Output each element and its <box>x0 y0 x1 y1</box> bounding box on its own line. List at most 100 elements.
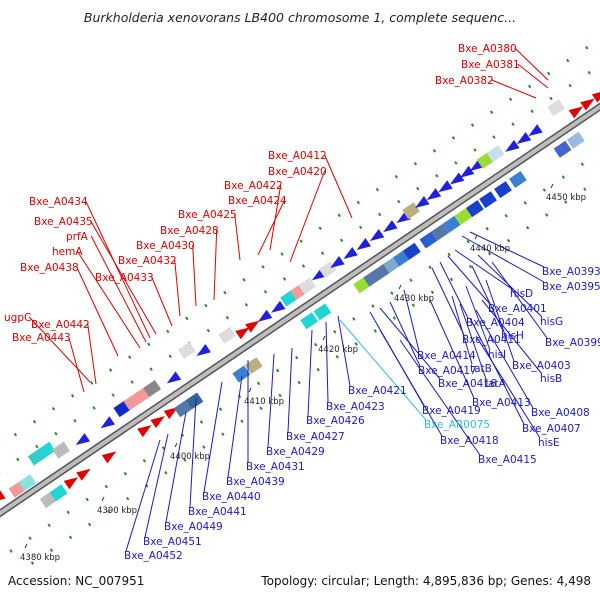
gene-block <box>442 215 461 233</box>
tick-mark <box>256 381 261 386</box>
tick-mark <box>358 225 363 230</box>
gene-label[interactable]: hisG <box>540 316 563 328</box>
gene-label[interactable]: Bxe_A0429 <box>266 446 325 458</box>
tick-mark <box>199 420 204 424</box>
gene-label[interactable]: Bxe_A0404 <box>466 317 525 329</box>
gene-label[interactable]: Bxe_A0451 <box>143 536 202 548</box>
gene-label[interactable]: Bxe_A0417 <box>418 365 477 377</box>
gene-arrow <box>459 165 475 178</box>
gene-label[interactable]: Bxe_A0441 <box>188 506 247 518</box>
gene-label[interactable]: Bxe_A0403 <box>512 360 571 372</box>
tick-mark <box>263 290 268 294</box>
gene-label[interactable]: Bxe_A0449 <box>164 521 223 533</box>
tick-mark <box>318 226 322 231</box>
gene-block <box>185 392 204 410</box>
gene-arrow <box>100 416 115 429</box>
kbp-tick <box>398 284 402 290</box>
gene-label[interactable]: hemA <box>52 246 83 258</box>
gene-label[interactable]: Bxe_A0435 <box>34 216 93 228</box>
gene-label[interactable]: tatB <box>470 363 492 375</box>
tick-mark <box>566 58 570 63</box>
gene-label[interactable]: Bxe_A0443 <box>12 332 71 344</box>
gene-label[interactable]: Bxe_A0393 <box>542 266 600 278</box>
gene-label[interactable]: Bxe_A0380 <box>458 43 517 55</box>
tick-mark <box>561 175 566 179</box>
tick-mark <box>206 328 210 333</box>
tick-mark <box>168 354 172 359</box>
gene-arrow <box>137 425 152 438</box>
gene-label[interactable]: Bxe_A0411 <box>462 334 521 346</box>
gene-block <box>313 303 332 321</box>
gene-label[interactable]: Bxe_A0416 <box>438 378 497 390</box>
gene-label[interactable]: Bxe_A0419 <box>422 405 481 417</box>
gene-label[interactable]: Bxe_A0401 <box>488 303 547 315</box>
gene-label[interactable]: Bxe_A0407 <box>522 423 581 435</box>
gene-arrow <box>449 172 465 185</box>
gene-label[interactable]: hisD <box>510 288 533 300</box>
tick-mark <box>492 135 496 139</box>
gene-label[interactable]: Bxe_A0418 <box>440 435 499 447</box>
leader-line <box>324 154 353 219</box>
gene-block <box>143 380 162 397</box>
gene-label[interactable]: Bxe_A0438 <box>20 262 79 274</box>
tick-mark <box>202 445 206 449</box>
gene-label[interactable]: Bxe_A0433 <box>95 272 154 284</box>
kbp-label: 4400 kbp <box>170 452 210 462</box>
tick-mark <box>301 264 306 268</box>
gene-label[interactable]: Bxe_A0381 <box>461 59 520 71</box>
tick-mark <box>449 277 454 282</box>
gene-label[interactable]: Bxe_A0422 <box>224 180 283 192</box>
gene-arrow <box>568 106 584 119</box>
gene-label[interactable]: Bxe_A0440 <box>202 491 261 503</box>
gene-label[interactable]: Bxe_A0399 <box>545 337 600 349</box>
leader-line <box>475 309 534 409</box>
tick-mark <box>73 418 77 423</box>
tick-mark <box>378 212 382 217</box>
gene-label[interactable]: prfA <box>66 231 89 243</box>
leader-line <box>461 235 545 283</box>
gene-label[interactable]: Bxe_A0425 <box>178 209 237 221</box>
gene-label[interactable]: Bxe_AR0075 <box>424 419 490 431</box>
leader-line <box>337 315 351 387</box>
tick-mark <box>549 96 553 101</box>
gene-label[interactable]: Bxe_A0426 <box>306 415 365 427</box>
gene-label[interactable]: Bxe_A0421 <box>348 385 407 397</box>
gene-label[interactable]: hisH <box>501 330 524 342</box>
leader-line <box>192 244 197 307</box>
tick-mark <box>142 458 147 463</box>
tick-mark <box>28 536 32 540</box>
leader-line <box>307 329 313 417</box>
leader-line <box>151 276 173 327</box>
gene-label[interactable]: Bxe_A0420 <box>268 166 327 178</box>
gene-label[interactable]: ugpC <box>4 312 31 324</box>
gene-label[interactable]: Bxe_A0452 <box>124 550 183 562</box>
gene-label[interactable]: Bxe_A0408 <box>531 407 590 419</box>
gene-label[interactable]: Bxe_A0442 <box>31 319 90 331</box>
backbone <box>0 102 600 518</box>
tick-mark <box>111 393 115 397</box>
gene-label[interactable]: Bxe_A0424 <box>228 195 287 207</box>
tick-mark <box>32 419 37 424</box>
leader-line <box>485 279 515 362</box>
gene-label[interactable]: Bxe_A0412 <box>268 150 327 162</box>
gene-label[interactable]: Bxe_A0427 <box>286 431 345 443</box>
gene-features <box>0 90 600 509</box>
gene-label[interactable]: Bxe_A0428 <box>160 225 219 237</box>
gene-label[interactable]: Bxe_A0431 <box>246 461 305 473</box>
gene-label[interactable]: Bxe_A0382 <box>435 75 494 87</box>
gene-label[interactable]: hisI <box>488 349 506 361</box>
gene-label[interactable]: Bxe_A0439 <box>226 476 285 488</box>
gene-label[interactable]: Bxe_A0395 <box>542 281 600 293</box>
gene-label[interactable]: Bxe_A0414 <box>417 350 476 362</box>
gene-label[interactable]: hisB <box>540 373 562 385</box>
gene-label[interactable]: Bxe_A0423 <box>326 401 385 413</box>
gene-label[interactable]: Bxe_A0430 <box>136 240 195 252</box>
gene-label[interactable]: hisE <box>538 437 560 449</box>
accession-text: Accession: NC_007951 <box>8 574 145 588</box>
gene-label[interactable]: Bxe_A0415 <box>478 454 537 466</box>
gene-label[interactable]: Bxe_A0432 <box>118 255 177 267</box>
gene-arrow <box>516 132 532 145</box>
gene-label[interactable]: Bxe_A0434 <box>29 196 88 208</box>
gene-label[interactable]: Bxe_A0413 <box>472 397 531 409</box>
gene-label[interactable]: tatA <box>484 378 507 390</box>
